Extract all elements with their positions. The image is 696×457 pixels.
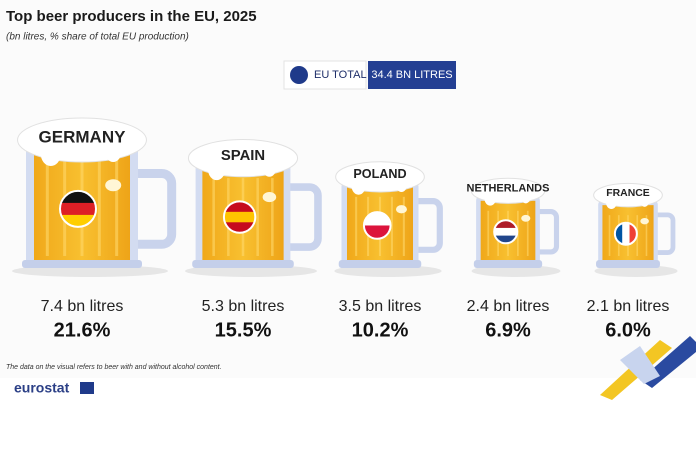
flag-band [494,235,518,244]
country-label: POLAND [353,167,406,181]
flag-ring [493,219,519,245]
flag-band [223,201,256,213]
flag-band [223,211,256,223]
base [338,260,422,268]
title: Top beer producers in the EU, 2025 [6,8,257,25]
bubble [105,179,122,192]
share-label: 10.2% [352,319,409,341]
value-label: 5.3 bn litres [202,298,285,315]
flag-band [60,202,96,216]
base [596,260,660,268]
eu-flag [290,66,308,84]
total-label: EU TOTAL [314,69,367,81]
country-label: SPAIN [221,148,265,164]
foam [262,159,277,177]
total-badge: EU TOTAL 34.4 BN LITRES [283,60,456,90]
stripe [620,346,660,384]
flag-band [622,222,631,245]
foam [640,196,649,207]
value-label: 7.4 bn litres [41,298,124,315]
bubble [395,205,407,214]
mug: POLAND [334,161,443,277]
flag-ring [613,221,638,246]
country-label: GERMANY [39,127,127,146]
foam [484,191,496,206]
mug: SPAIN [184,139,322,277]
base [22,260,142,268]
flag-band [494,220,518,229]
foam [606,196,617,209]
foam [351,178,366,195]
badge-right [368,61,456,89]
base [473,260,543,268]
flag-band [494,227,518,237]
subtitle: (bn litres, % share of total EU producti… [6,32,189,43]
foam [521,191,531,204]
country-label: FRANCE [606,188,650,199]
eu-logo [80,382,94,394]
flag-band [363,212,391,226]
value-label: 2.1 bn litres [587,298,670,315]
flag-ring [362,211,392,240]
foam [395,178,407,192]
share-label: 15.5% [215,319,272,341]
value-label: 2.4 bn litres [467,298,550,315]
flag-ring [222,200,257,234]
bubble [521,214,531,222]
source-logo: eurostat [14,380,70,396]
mug: GERMANY [12,117,177,277]
flag-band [363,225,391,239]
flag-band [223,222,256,233]
country-label: NETHERLANDS [467,183,550,195]
value-label: 3.5 bn litres [339,298,422,315]
bubble [262,192,277,203]
share-label: 6.0% [605,319,651,341]
mug: FRANCE [593,182,678,277]
flag-ring [59,189,97,228]
share-label: 21.6% [54,319,111,341]
mugs: GERMANY 7.4 bn litres 21.6% SPAIN 5.3 bn lit… [12,117,678,341]
footnote: The data on the visual refers to beer wi… [6,364,222,371]
total-value: 34.4 BN LITRES [371,69,452,81]
flag-band [614,222,623,245]
share-label: 6.9% [485,319,531,341]
mug: NETHERLANDS [467,177,561,277]
foam [40,142,61,166]
bubble [640,217,649,225]
decoration [600,336,696,400]
base [192,260,294,268]
foam [105,142,122,162]
foam [208,159,226,181]
flag-band [629,222,637,245]
